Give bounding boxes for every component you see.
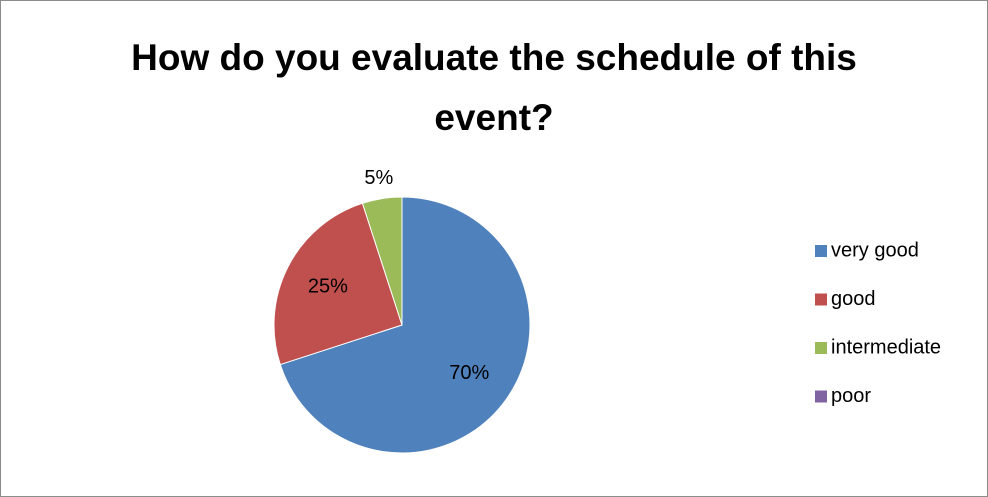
data-label: 5% — [364, 167, 393, 189]
data-label: 70% — [449, 362, 489, 384]
pie-slice — [279, 196, 531, 454]
legend-label: intermediate — [831, 336, 941, 358]
legend-swatch — [815, 293, 827, 306]
legend-label: poor — [831, 385, 871, 407]
data-label: 25% — [308, 276, 348, 298]
legend-label: good — [831, 288, 876, 310]
pie-slice — [361, 196, 403, 326]
chart-title: How do you evaluate the schedule of this… — [131, 37, 857, 138]
legend-label: very good — [831, 239, 919, 261]
legend-swatch — [815, 245, 827, 257]
legend-swatch — [815, 390, 827, 403]
pie-slice — [273, 202, 403, 366]
legend-swatch — [815, 342, 827, 354]
